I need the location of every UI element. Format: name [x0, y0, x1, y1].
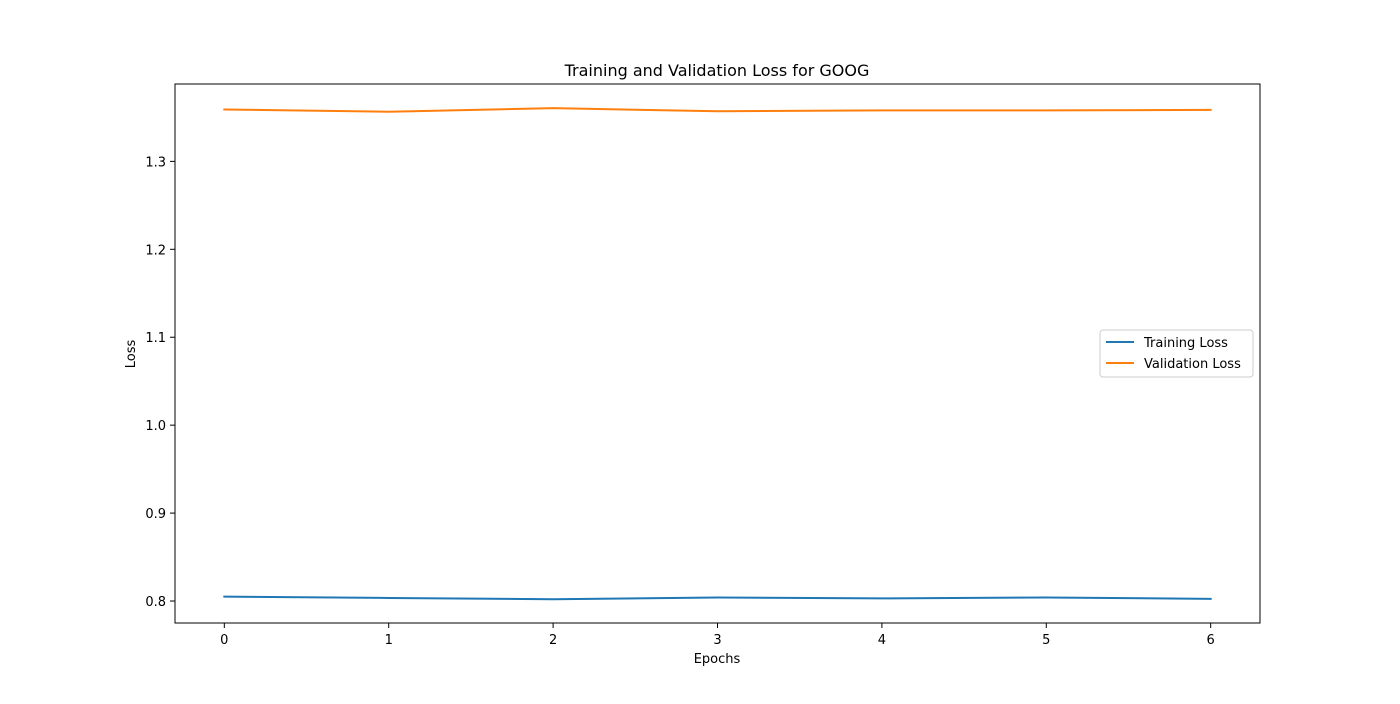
x-axis-label: Epochs	[694, 652, 741, 667]
y-tick-label: 1.1	[145, 331, 166, 346]
y-tick-label: 0.9	[145, 507, 166, 522]
x-tick-label: 2	[549, 633, 557, 648]
chart-title: Training and Validation Loss for GOOG	[564, 61, 870, 80]
legend-entry-label: Validation Loss	[1144, 357, 1241, 372]
x-tick-label: 4	[878, 633, 886, 648]
y-axis-label: Loss	[124, 340, 139, 369]
axes-frame	[174, 83, 1261, 624]
y-tick-label: 1.3	[145, 155, 166, 170]
y-tick-label: 0.8	[145, 595, 166, 610]
legend-entry-label: Training Loss	[1143, 336, 1228, 351]
plot-area: 0 1 2 3 4 5 6 0.8 0.9 1.0 1.1 1.2 1.3	[145, 83, 1261, 648]
x-tick-label: 6	[1207, 633, 1215, 648]
series-line-validation-loss	[223, 107, 1212, 113]
x-tick-label: 3	[713, 633, 721, 648]
legend-box	[1099, 329, 1254, 378]
x-tick-label: 0	[220, 633, 228, 648]
x-tick-label: 1	[385, 633, 393, 648]
x-tick-label: 5	[1042, 633, 1050, 648]
y-tick-label: 1.2	[145, 243, 166, 258]
legend: Training Loss Validation Loss	[1099, 329, 1254, 378]
y-tick-label: 1.0	[145, 419, 166, 434]
series-line-training-loss	[223, 595, 1212, 601]
